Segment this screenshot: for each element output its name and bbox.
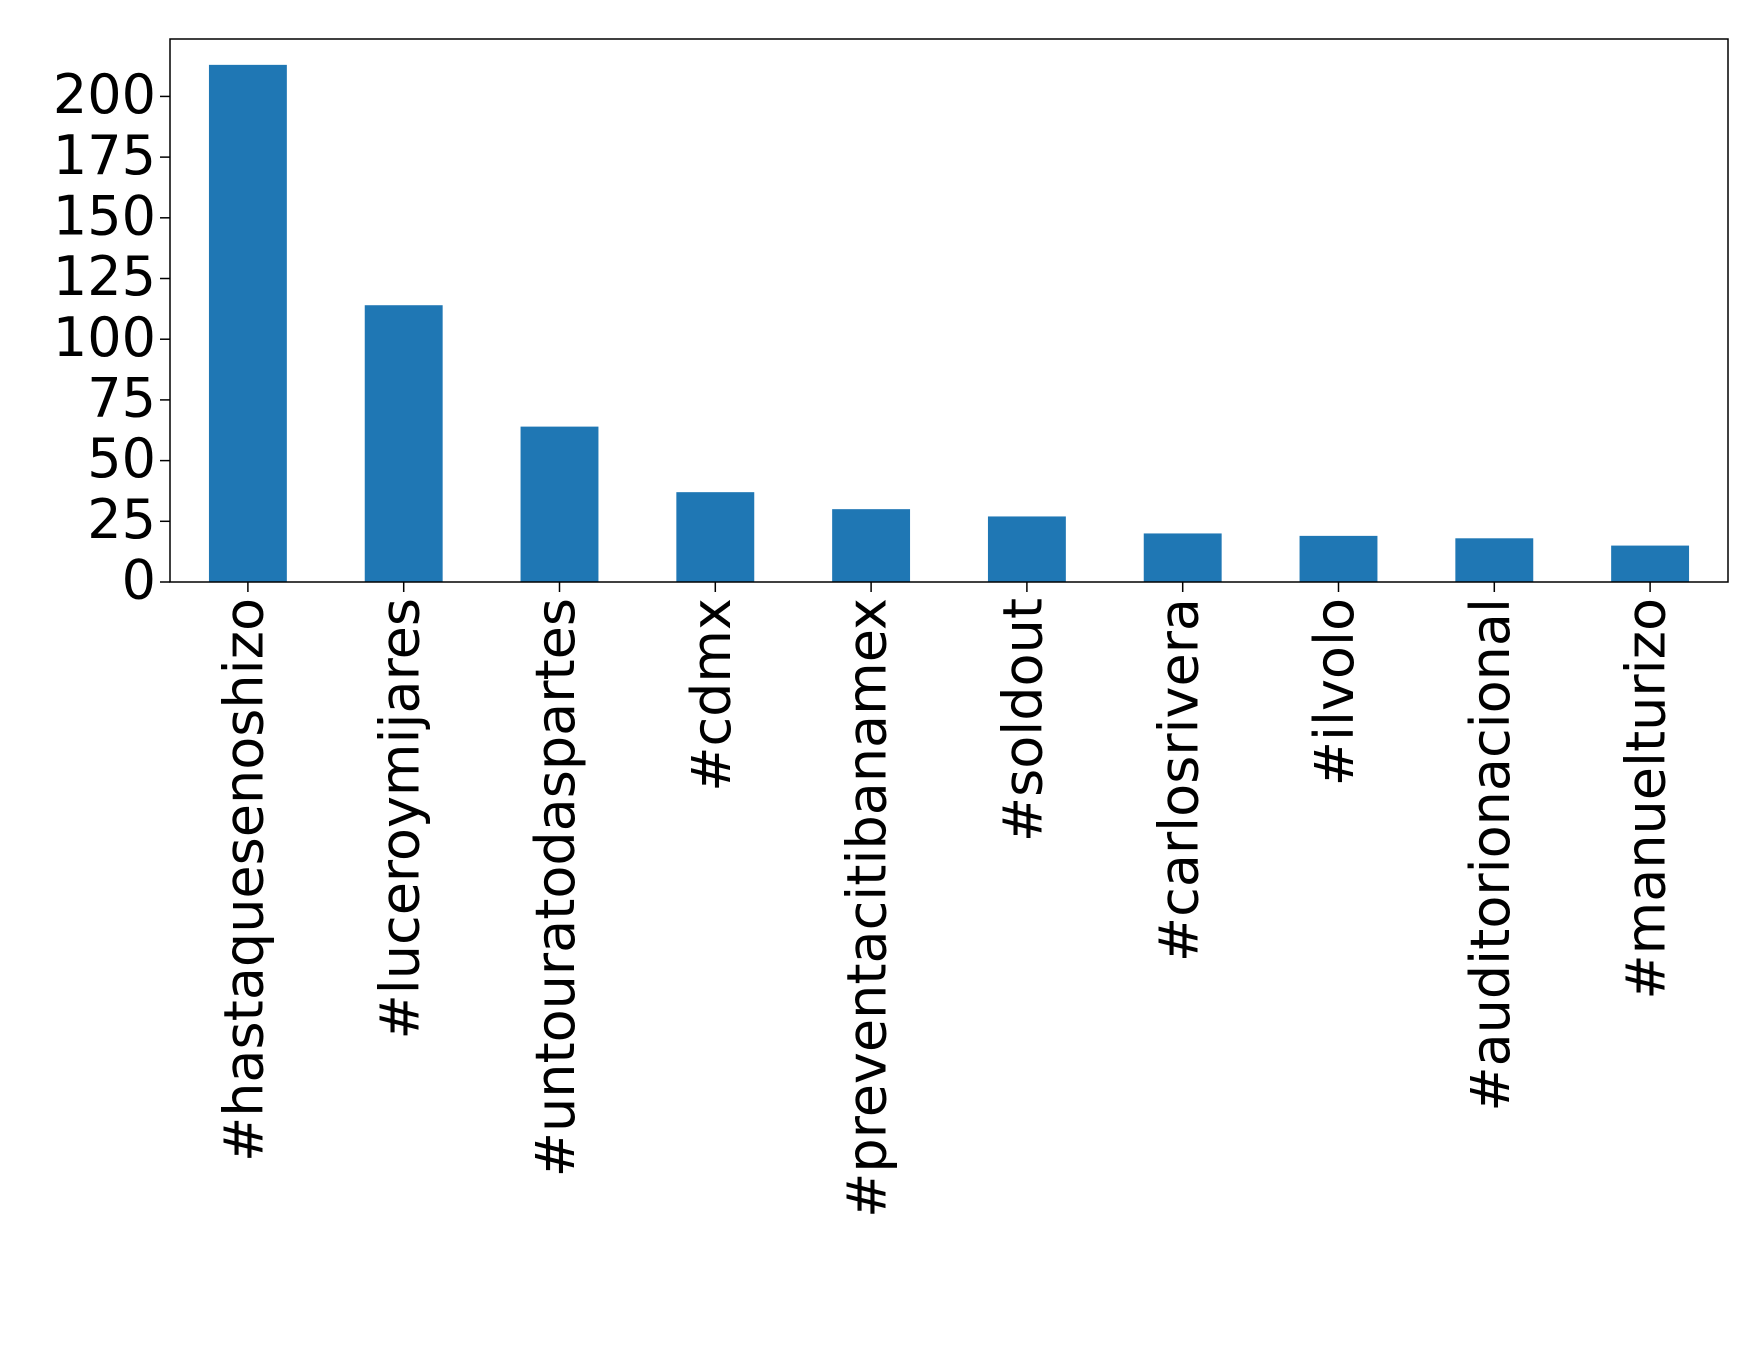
x-tick-label: #auditorionacional — [1459, 598, 1522, 1112]
bar — [676, 492, 755, 582]
y-tick-label: 125 — [53, 245, 156, 308]
x-tick-label: #cdmx — [680, 598, 743, 792]
x-tick-label: #preventacitibanamex — [836, 598, 899, 1218]
x-tick-label: #luceroymijares — [368, 598, 431, 1039]
bar — [832, 509, 911, 582]
plot-frame — [169, 38, 1729, 583]
y-tick-label: 25 — [87, 488, 156, 551]
y-tick-label: 100 — [53, 306, 156, 369]
x-tick-label: #untouratodaspartes — [524, 598, 587, 1177]
x-tick-label: #manuelturizo — [1615, 598, 1678, 1000]
bar — [987, 516, 1066, 582]
y-tick-label: 75 — [87, 367, 156, 430]
x-tick-label: #ilvolo — [1303, 598, 1366, 786]
y-tick-label: 175 — [53, 124, 156, 187]
x-tick-label: #hastaquesenoshizo — [213, 598, 276, 1162]
y-tick-label: 150 — [53, 184, 156, 247]
x-tick-label: #soldout — [992, 598, 1055, 842]
bar — [1455, 538, 1534, 582]
y-tick-label: 200 — [53, 63, 156, 126]
bar — [364, 305, 443, 582]
y-tick-label: 50 — [87, 427, 156, 490]
x-tick-label: #carlosrivera — [1147, 598, 1210, 962]
bar — [1299, 535, 1378, 582]
bar — [1611, 545, 1690, 582]
y-tick-label: 0 — [122, 549, 156, 612]
bar — [1143, 533, 1222, 582]
bar — [520, 426, 599, 582]
bar — [208, 64, 287, 583]
